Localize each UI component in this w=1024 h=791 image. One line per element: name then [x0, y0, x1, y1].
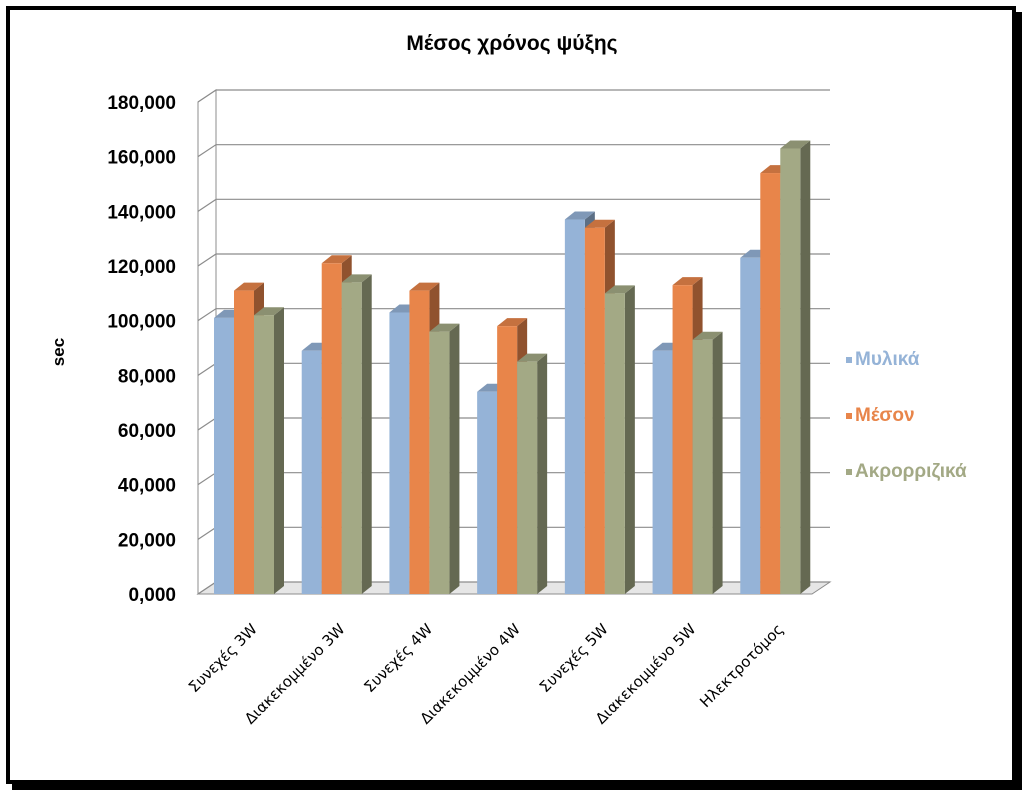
gridline [197, 89, 830, 103]
bar-top [564, 211, 595, 220]
chart-title: Μέσος χρόνος ψύξης [406, 32, 617, 55]
bar [517, 353, 548, 594]
bar-front [740, 257, 761, 594]
bar [254, 307, 284, 594]
bar [604, 285, 635, 594]
legend-swatch [846, 469, 852, 475]
bar-top [497, 318, 528, 327]
y-tick-label: 140,000 [107, 202, 176, 223]
bar-side [274, 307, 284, 594]
bar-top [517, 353, 548, 362]
bar-top [321, 255, 352, 264]
legend: Μυλικά Μέσον Ακρορριζικά [846, 349, 967, 482]
bar-side [712, 331, 723, 594]
legend-item: Μέσον [846, 405, 915, 426]
legend-label: Μυλικά [855, 349, 920, 370]
legend-swatch [846, 413, 852, 419]
y-tick-label: 180,000 [107, 93, 176, 114]
bar-front [409, 290, 430, 594]
bar [780, 140, 811, 594]
bar-top [604, 285, 635, 294]
legend-label: Ακρορριζικά [855, 461, 967, 482]
bar-front [234, 290, 254, 594]
bar-front [692, 339, 713, 594]
y-axis-label: sec [49, 338, 68, 366]
bar [429, 323, 460, 594]
bar-front [477, 391, 498, 594]
bar-top [234, 282, 264, 291]
y-tick-label: 80,000 [118, 366, 176, 387]
legend-item: Ακρορριζικά [846, 461, 967, 482]
bar-side [449, 323, 460, 594]
y-tick-label: 100,000 [107, 312, 176, 333]
y-tick-label: 160,000 [107, 148, 176, 169]
bars [214, 140, 811, 595]
bar-front [301, 350, 322, 594]
bar [341, 274, 372, 594]
side-wall [197, 89, 217, 595]
bar-top [409, 282, 440, 291]
bar-side [361, 274, 372, 594]
bar-front [760, 173, 781, 595]
bar-front [780, 148, 801, 594]
bar-front [517, 361, 538, 594]
bar-top [692, 331, 723, 340]
y-tick-label: 0,000 [128, 585, 176, 606]
gridline [197, 198, 830, 212]
bar-front [672, 285, 693, 594]
x-tick-label: Συνεχές 4W [360, 620, 436, 696]
bar-front [584, 227, 605, 594]
bar-side [800, 140, 811, 594]
bar-front [254, 315, 274, 594]
gridline [197, 253, 830, 267]
bar [692, 331, 723, 594]
legend-label: Μέσον [855, 405, 915, 426]
bar-top [254, 307, 284, 316]
bar-top [429, 323, 460, 332]
bar-front [389, 312, 410, 594]
bar-top [341, 274, 372, 283]
y-tick-label: 40,000 [118, 476, 176, 497]
bar-front [214, 317, 234, 594]
bar-front [604, 293, 625, 594]
bar-front [341, 282, 362, 594]
bar-front [652, 350, 673, 594]
bar-top [780, 140, 811, 149]
y-tick-label: 120,000 [107, 257, 176, 278]
y-axis-ticks: 0,000 20,000 40,000 60,000 80,000 100,000 120,… [107, 93, 176, 606]
gridline [197, 144, 830, 158]
bar-top [584, 219, 615, 228]
y-tick-label: 60,000 [118, 421, 176, 442]
bar-front [564, 219, 585, 595]
bar-side [537, 353, 548, 594]
bar-top [672, 277, 703, 286]
x-tick-label: Ηλεκτροτόμος [696, 620, 787, 711]
bar-front [429, 331, 450, 594]
y-tick-label: 20,000 [118, 530, 176, 551]
legend-swatch [846, 357, 852, 363]
bar-front [321, 263, 342, 594]
bar-side [624, 285, 635, 594]
bar-front [497, 326, 518, 594]
legend-item: Μυλικά [846, 349, 920, 370]
x-tick-label: Συνεχές 5W [536, 620, 612, 696]
x-tick-label: Συνεχές 3W [185, 620, 261, 696]
